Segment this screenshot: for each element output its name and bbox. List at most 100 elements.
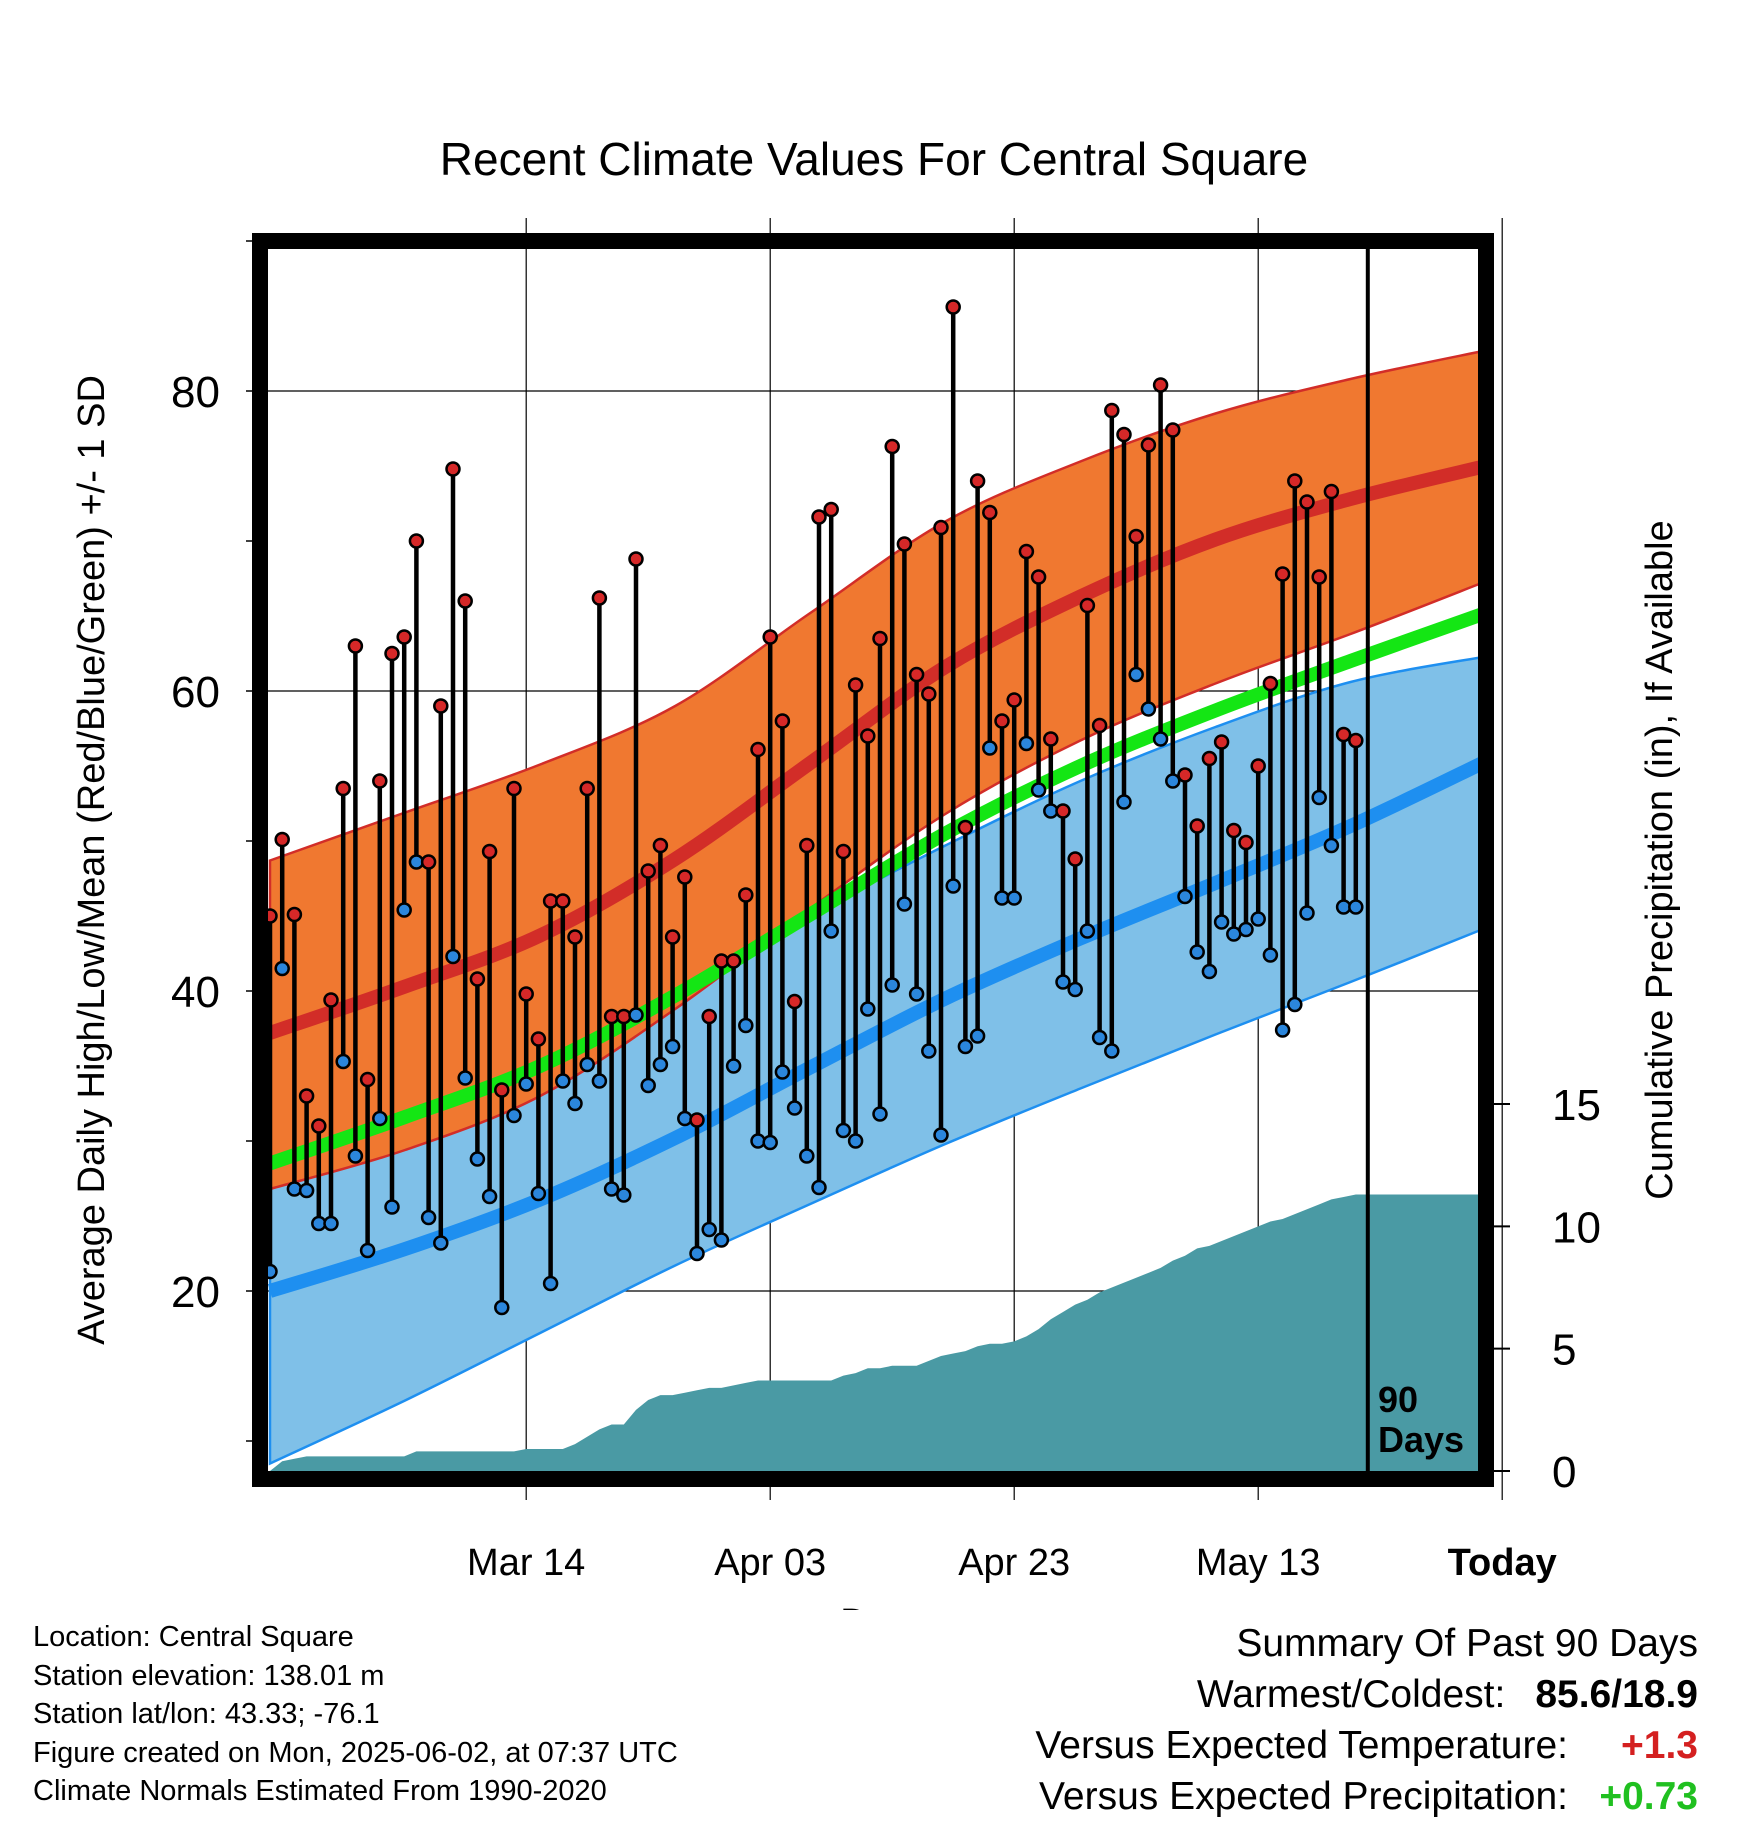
daily-high-point: [860, 728, 876, 744]
daily-low-point: [786, 1100, 803, 1116]
y2-axis-label: Cumulative Precipitation (in), If Availa…: [1639, 520, 1681, 1199]
daily-high-point: [677, 869, 693, 885]
created-text: Figure created on Mon, 2025-06-02, at 07…: [33, 1736, 678, 1769]
daily-high-point: [1262, 675, 1279, 692]
daily-high-point: [335, 780, 351, 797]
daily-high-point: [481, 843, 498, 860]
daily-high-point: [1274, 566, 1291, 582]
y-axis-label: Average Daily High/Low/Mean (Red/Blue/Gr…: [71, 375, 113, 1345]
daily-high-point: [433, 698, 449, 714]
daily-low-point: [896, 896, 913, 912]
daily-low-point: [640, 1077, 656, 1094]
daily-high-point: [274, 831, 290, 848]
daily-high-point: [445, 461, 461, 477]
daily-low-point: [677, 1110, 693, 1127]
station-info: Location: Central Square Station elevati…: [33, 1618, 678, 1811]
daily-low-point: [1128, 666, 1144, 683]
chart-title: Recent Climate Values For Central Square: [440, 133, 1308, 185]
daily-low-point: [1165, 773, 1181, 789]
daily-high-point: [1323, 483, 1340, 500]
daily-low-point: [298, 1182, 315, 1199]
precip-label: Versus Expected Precipitation:: [1039, 1775, 1568, 1818]
daily-high-point: [1152, 377, 1169, 393]
daily-low-point: [823, 923, 839, 939]
daily-high-point: [359, 1071, 376, 1088]
daily-low-point: [591, 1073, 608, 1089]
daily-low-point: [884, 977, 900, 993]
x-tick-label: Apr 23: [958, 1542, 1070, 1584]
precip-value: +0.73: [1599, 1775, 1698, 1818]
daily-high-point: [457, 593, 473, 609]
daily-high-point: [555, 893, 571, 909]
daily-low-point: [530, 1185, 547, 1202]
y-tick-label: 60: [171, 668, 220, 717]
daily-high-point: [628, 551, 644, 567]
daily-high-point: [286, 906, 303, 923]
daily-low-point: [268, 1263, 278, 1280]
daily-low-point: [921, 1043, 937, 1059]
daily-high-point: [420, 854, 437, 870]
daily-low-point: [774, 1064, 791, 1080]
daily-low-point: [372, 1110, 388, 1127]
daily-high-point: [1226, 822, 1242, 839]
daily-high-point: [530, 1031, 547, 1047]
precip-area: [270, 1194, 1478, 1471]
x-tick-label: Apr 03: [714, 1542, 826, 1584]
daily-low-point: [762, 1134, 778, 1151]
daily-low-point: [799, 1148, 815, 1164]
daily-high-point: [1006, 692, 1022, 708]
daily-high-point: [664, 929, 681, 945]
daily-low-point: [457, 1070, 473, 1086]
daily-low-point: [1213, 914, 1230, 930]
daily-low-point: [567, 1095, 583, 1112]
daily-high-point: [738, 887, 754, 903]
daily-low-point: [1091, 1029, 1108, 1046]
daily-low-point: [1152, 731, 1169, 747]
x-tick-label: May 13: [1196, 1542, 1321, 1584]
daily-low-point: [286, 1181, 303, 1197]
daily-low-point: [652, 1056, 669, 1073]
daily-low-point: [603, 1181, 620, 1197]
daily-high-point: [933, 519, 949, 536]
daily-high-point: [957, 819, 974, 836]
daily-low-point: [396, 902, 412, 918]
daily-low-point: [1177, 888, 1193, 905]
daily-low-point: [494, 1299, 510, 1316]
daily-low-point: [1055, 974, 1071, 990]
daily-low-point: [1018, 735, 1035, 752]
latlon-text: Station lat/lon: 43.33; -76.1: [33, 1698, 380, 1730]
daily-high-point: [823, 501, 839, 518]
daily-high-point: [701, 1008, 717, 1025]
daily-low-point: [433, 1235, 449, 1251]
daily-high-point: [786, 993, 803, 1010]
daily-high-point: [1091, 717, 1108, 734]
daily-high-point: [1189, 818, 1205, 834]
daily-high-point: [469, 971, 486, 987]
warmest-label: Warmest/Coldest:: [1196, 1673, 1506, 1716]
daily-high-point: [384, 645, 400, 662]
daily-high-point: [1311, 569, 1327, 585]
daily-low-point: [811, 1179, 827, 1196]
daily-low-point: [445, 948, 461, 965]
daily-high-point: [811, 509, 827, 525]
temp-label: Versus Expected Temperature:: [1035, 1724, 1568, 1767]
daily-high-point: [1067, 851, 1083, 867]
daily-low-point: [835, 1122, 852, 1139]
daily-low-point: [1238, 921, 1254, 938]
daily-high-point: [408, 533, 425, 549]
normals-text: Climate Normals Estimated From 1990-2020: [33, 1775, 607, 1807]
daily-high-point: [835, 843, 852, 860]
daily-low-point: [1030, 782, 1047, 798]
daily-high-point: [1177, 767, 1193, 783]
y2-tick-label: 15: [1552, 1081, 1601, 1130]
y2-tick-label: 0: [1552, 1448, 1576, 1497]
daily-high-point: [298, 1088, 315, 1104]
daily-high-point: [921, 686, 937, 702]
location-text: Location: Central Square: [33, 1621, 354, 1653]
daily-low-point: [957, 1038, 974, 1055]
x-axis-label: Day: [840, 1602, 908, 1610]
daily-high-point: [1079, 597, 1096, 614]
daily-high-point: [1030, 569, 1047, 585]
daily-low-point: [359, 1242, 376, 1259]
daily-low-point: [542, 1275, 559, 1292]
